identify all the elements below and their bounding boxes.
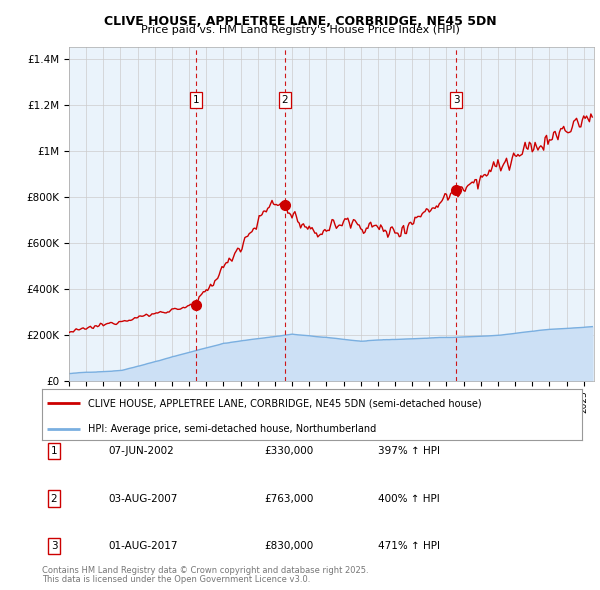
Text: 1: 1 — [50, 447, 58, 456]
Text: HPI: Average price, semi-detached house, Northumberland: HPI: Average price, semi-detached house,… — [88, 424, 376, 434]
Text: 07-JUN-2002: 07-JUN-2002 — [108, 447, 174, 456]
Text: 01-AUG-2017: 01-AUG-2017 — [108, 541, 178, 550]
Text: 400% ↑ HPI: 400% ↑ HPI — [378, 494, 440, 503]
Text: £763,000: £763,000 — [264, 494, 313, 503]
Text: £830,000: £830,000 — [264, 541, 313, 550]
Text: 471% ↑ HPI: 471% ↑ HPI — [378, 541, 440, 550]
Text: CLIVE HOUSE, APPLETREE LANE, CORBRIDGE, NE45 5DN (semi-detached house): CLIVE HOUSE, APPLETREE LANE, CORBRIDGE, … — [88, 398, 482, 408]
Text: 2: 2 — [281, 95, 288, 105]
Text: 3: 3 — [453, 95, 460, 105]
Text: 2: 2 — [50, 494, 58, 503]
Text: Contains HM Land Registry data © Crown copyright and database right 2025.: Contains HM Land Registry data © Crown c… — [42, 566, 368, 575]
Text: Price paid vs. HM Land Registry's House Price Index (HPI): Price paid vs. HM Land Registry's House … — [140, 25, 460, 35]
Text: CLIVE HOUSE, APPLETREE LANE, CORBRIDGE, NE45 5DN: CLIVE HOUSE, APPLETREE LANE, CORBRIDGE, … — [104, 15, 496, 28]
Text: 3: 3 — [50, 541, 58, 550]
Text: This data is licensed under the Open Government Licence v3.0.: This data is licensed under the Open Gov… — [42, 575, 310, 584]
Text: 03-AUG-2007: 03-AUG-2007 — [108, 494, 178, 503]
Text: 1: 1 — [193, 95, 200, 105]
Text: 397% ↑ HPI: 397% ↑ HPI — [378, 447, 440, 456]
Text: £330,000: £330,000 — [264, 447, 313, 456]
